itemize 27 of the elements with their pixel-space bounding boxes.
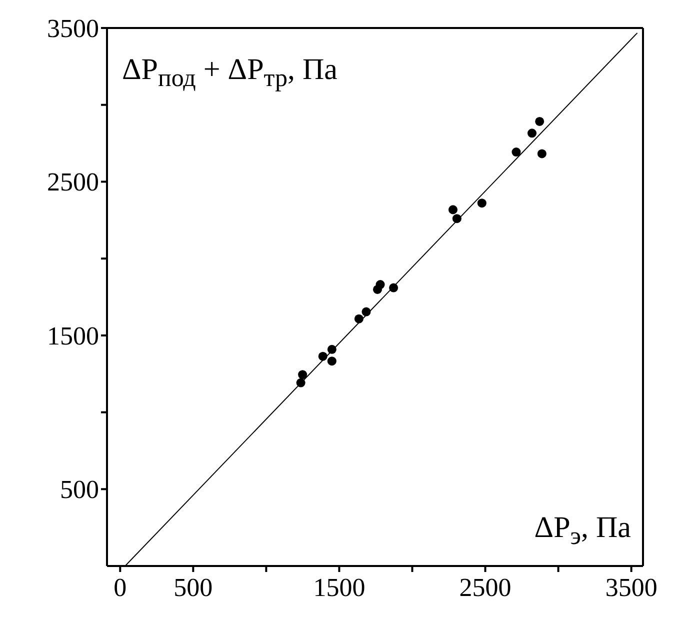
x-tick-label: 3500 [605,573,658,602]
point [318,352,328,361]
point [327,344,336,354]
point [527,128,537,138]
x-tick-label: 500 [174,573,213,602]
y-axis-title: ΔP$_{под}$ + ΔP$_{тр}$, Па [122,53,338,93]
point [477,198,486,208]
point [537,149,546,158]
point [376,280,385,290]
point [448,205,458,214]
y-tick-label: 2500 [47,168,99,197]
y-tick-label: 1500 [47,321,99,350]
point [327,356,336,366]
point [535,116,544,126]
point [362,307,371,316]
point [452,214,462,224]
x-tick-label: 1500 [313,573,366,602]
point [389,283,398,292]
y-tick-label: 3500 [47,14,99,43]
x-tick-label: 2500 [459,573,512,602]
x-axis-title: ΔP$_{э}$, Па [534,511,631,551]
point [512,148,521,157]
point [298,370,308,380]
point [354,314,364,324]
y-tick-label: 500 [60,475,99,504]
x-tick-label: 0 [114,573,127,602]
point [296,378,306,388]
